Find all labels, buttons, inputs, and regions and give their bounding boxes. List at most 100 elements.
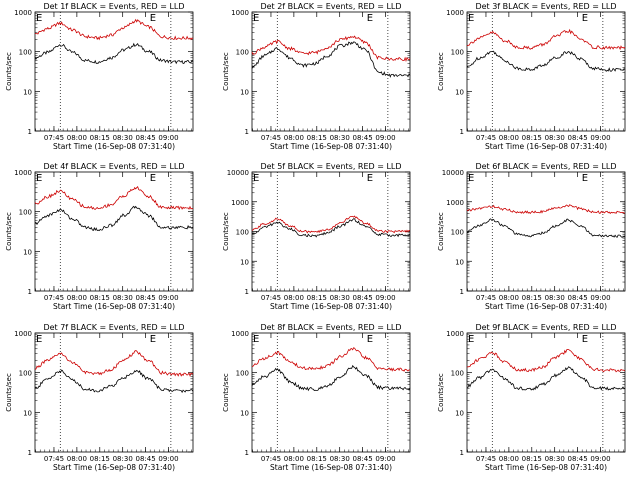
x-tick-label: 08:15: [307, 294, 327, 302]
y-tick-label: 1000: [446, 199, 464, 207]
x-tick-label: 07:45: [261, 455, 281, 463]
e-marker: E: [468, 334, 474, 345]
x-tick-label: 07:45: [44, 294, 64, 302]
y-tick-label: 10: [23, 88, 32, 96]
lld-series-line: [34, 185, 194, 211]
y-tick-label: 100: [19, 49, 32, 57]
events-series-line: [251, 364, 411, 392]
y-axis-label: Counts/sec: [222, 373, 230, 412]
panel-title: Det 3f BLACK = Events, RED = LLD: [475, 2, 616, 11]
y-axis-label: Counts/sec: [222, 212, 230, 251]
x-tick-label: 08:30: [545, 134, 565, 142]
x-tick-label: 09:00: [590, 455, 610, 463]
panel-title: Det 4f BLACK = Events, RED = LLD: [43, 162, 184, 171]
panel-7: Det 7f BLACK = Events, RED = LLD 1 10 100 10…: [5, 323, 194, 472]
x-tick-label: 08:00: [67, 294, 87, 302]
x-tick-label: 08:45: [136, 455, 156, 463]
plot-frame: [34, 332, 194, 453]
events-series-line: [34, 42, 194, 65]
x-tick-label: 07:45: [261, 294, 281, 302]
e-marker: E: [582, 334, 588, 345]
e-marker: E: [253, 334, 259, 345]
lld-series-line: [34, 350, 194, 377]
x-tick-label: 09:00: [590, 134, 610, 142]
x-tick-label: 08:00: [499, 455, 519, 463]
lld-series-line: [251, 215, 411, 234]
y-tick-label: 1000: [231, 9, 249, 17]
x-tick-label: 07:45: [476, 294, 496, 302]
e-marker: E: [150, 13, 156, 24]
x-tick-label: 07:45: [44, 455, 64, 463]
y-tick-label: 1000: [14, 9, 32, 17]
lld-series-line: [466, 204, 626, 215]
panel-title: Det 8f BLACK = Events, RED = LLD: [260, 323, 401, 332]
e-marker: E: [367, 13, 373, 24]
x-tick-label: 08:15: [307, 455, 327, 463]
x-tick-label: 07:45: [476, 455, 496, 463]
x-tick-label: 09:00: [375, 294, 395, 302]
events-series-line: [251, 41, 411, 78]
x-tick-label: 09:00: [158, 455, 178, 463]
y-tick-label: 1: [28, 288, 32, 296]
y-tick-label: 100: [451, 229, 464, 237]
x-tick-label: 08:30: [113, 294, 133, 302]
y-tick-label: 10: [23, 248, 32, 256]
panel-3: Det 3f BLACK = Events, RED = LLD 1 10 100 10…: [437, 2, 626, 151]
x-tick-label: 08:15: [90, 455, 110, 463]
x-tick-label: 08:00: [284, 134, 304, 142]
x-axis-label: Start Time (16-Sep-08 07:31:40): [53, 302, 175, 311]
events-series-line: [467, 366, 626, 391]
x-tick-label: 08:30: [113, 455, 133, 463]
x-tick-label: 08:30: [545, 455, 565, 463]
x-axis-label: Start Time (16-Sep-08 07:31:40): [270, 142, 392, 151]
plot-frame: [466, 171, 626, 292]
x-tick-label: 08:30: [113, 134, 133, 142]
panel-title: Det 9f BLACK = Events, RED = LLD: [475, 323, 616, 332]
x-tick-label: 08:45: [568, 134, 588, 142]
x-tick-label: 09:00: [375, 134, 395, 142]
y-tick-label: 10: [240, 258, 249, 266]
plot-frame: [251, 11, 411, 132]
x-tick-label: 07:45: [476, 134, 496, 142]
y-tick-label: 1: [460, 449, 464, 457]
x-tick-label: 08:45: [353, 294, 373, 302]
x-axis-label: Start Time (16-Sep-08 07:31:40): [53, 463, 175, 472]
x-tick-label: 09:00: [158, 134, 178, 142]
plot-frame: [34, 171, 194, 292]
x-tick-label: 08:30: [330, 134, 350, 142]
x-tick-label: 08:15: [90, 134, 110, 142]
x-tick-label: 08:15: [90, 294, 110, 302]
y-tick-label: 1: [245, 449, 249, 457]
y-tick-label: 100: [19, 209, 32, 217]
panel-title: Det 2f BLACK = Events, RED = LLD: [260, 2, 401, 11]
y-tick-label: 1000: [14, 330, 32, 338]
x-axis-label: Start Time (16-Sep-08 07:31:40): [270, 302, 392, 311]
y-tick-label: 100: [451, 370, 464, 378]
plot-frame: [251, 332, 411, 453]
panel-6: Det 6f BLACK = Events, RED = LLD 1 10 100 10…: [437, 162, 626, 311]
x-tick-label: 08:45: [136, 134, 156, 142]
y-axis-label: Counts/sec: [5, 373, 13, 412]
panel-1: Det 1f BLACK = Events, RED = LLD 1 10 100 10…: [5, 2, 194, 151]
x-tick-label: 08:30: [330, 294, 350, 302]
x-tick-label: 07:45: [44, 134, 64, 142]
x-tick-label: 08:15: [307, 134, 327, 142]
x-tick-label: 08:15: [522, 455, 542, 463]
y-tick-label: 10000: [227, 169, 249, 177]
x-axis-label: Start Time (16-Sep-08 07:31:40): [270, 463, 392, 472]
x-tick-label: 08:45: [568, 294, 588, 302]
x-axis-label: Start Time (16-Sep-08 07:31:40): [485, 463, 607, 472]
y-tick-label: 100: [451, 49, 464, 57]
x-tick-label: 08:45: [568, 455, 588, 463]
panel-8: Det 8f BLACK = Events, RED = LLD 1 10 100 10…: [222, 323, 411, 472]
y-tick-label: 10: [240, 88, 249, 96]
y-tick-label: 10: [23, 409, 32, 417]
e-marker: E: [36, 334, 42, 345]
panel-title: Det 6f BLACK = Events, RED = LLD: [475, 162, 616, 171]
lld-series-line: [251, 347, 411, 372]
events-series-line: [34, 205, 194, 232]
y-tick-label: 10: [455, 88, 464, 96]
y-tick-label: 1: [245, 128, 249, 136]
events-series-line: [251, 218, 411, 238]
e-marker: E: [582, 173, 588, 184]
